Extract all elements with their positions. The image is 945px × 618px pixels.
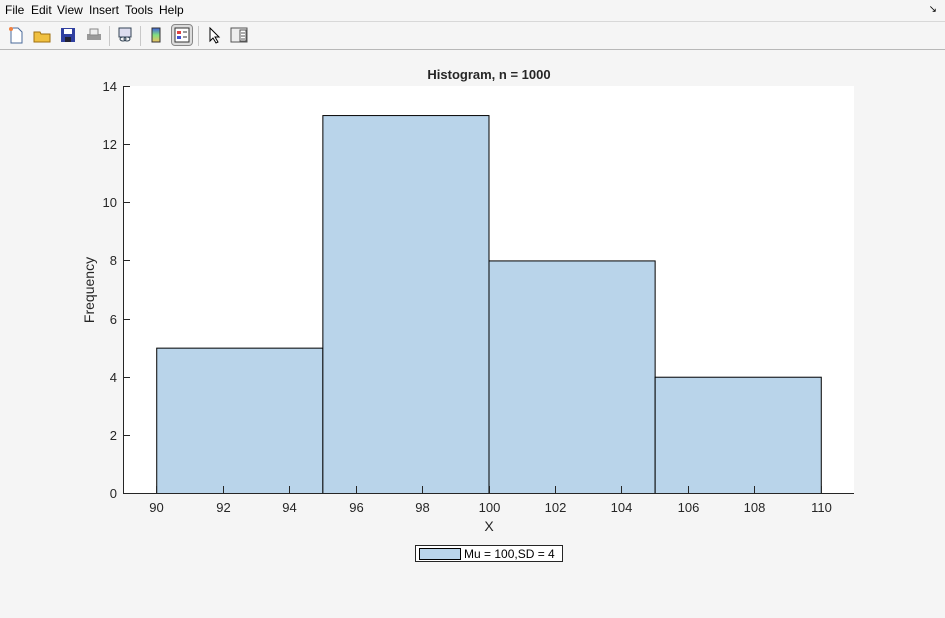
y-tick-label: 8 [110,253,117,268]
print-icon[interactable] [85,26,103,44]
menu-insert[interactable]: Insert [89,3,120,17]
y-tick-label: 10 [103,195,117,210]
menu-file[interactable]: File [5,3,25,17]
y-tick-label: 2 [110,428,117,443]
histogram-bar [322,115,490,494]
x-tick-label: 104 [611,500,633,515]
y-tick-label: 14 [103,79,117,94]
legend-swatch [419,548,461,560]
histogram-bar [156,347,324,494]
toolbar [0,21,945,50]
x-tick-label: 110 [811,500,832,515]
y-tick-label: 6 [110,312,117,327]
dock-arrow-icon[interactable]: ↘ [928,4,937,15]
menu-help[interactable]: Help [159,3,184,17]
legend-icon[interactable] [171,24,193,46]
x-tick-label: 92 [216,500,230,515]
y-tick-label: 0 [110,486,117,501]
menu-edit[interactable]: Edit [31,3,52,17]
menu-bar: File Edit View Insert Tools Help ↘ [0,0,945,20]
histogram-bar [654,376,822,495]
colorbar-icon[interactable] [147,26,165,44]
x-tick-label: 98 [415,500,429,515]
x-tick-label: 106 [678,500,700,515]
x-tick-label: 94 [282,500,296,515]
open-folder-icon[interactable] [33,26,51,44]
x-tick-label: 102 [545,500,567,515]
legend-label: Mu = 100,SD = 4 [464,547,555,561]
x-tick-label: 108 [744,500,766,515]
y-axis-label: Frequency [81,257,97,323]
menu-view[interactable]: View [57,3,83,17]
x-tick-label: 90 [149,500,163,515]
x-tick-label: 100 [479,500,501,515]
new-file-icon[interactable] [7,26,25,44]
menu-tools[interactable]: Tools [125,3,154,17]
link-plot-icon[interactable] [116,26,134,44]
chart-title: Histogram, n = 1000 [427,67,550,82]
legend[interactable]: Mu = 100,SD = 4 [415,545,563,562]
x-tick-label: 96 [349,500,363,515]
x-axis-label: X [484,518,494,534]
y-tick-label: 12 [103,137,117,152]
histogram-chart: Histogram, n = 1000 90 92 94 96 98 100 102 104 1… [81,67,854,562]
save-icon[interactable] [59,26,77,44]
pointer-icon[interactable] [205,26,223,44]
y-tick-label: 4 [110,370,117,385]
histogram-bar [488,260,656,494]
property-editor-icon[interactable] [230,26,248,44]
